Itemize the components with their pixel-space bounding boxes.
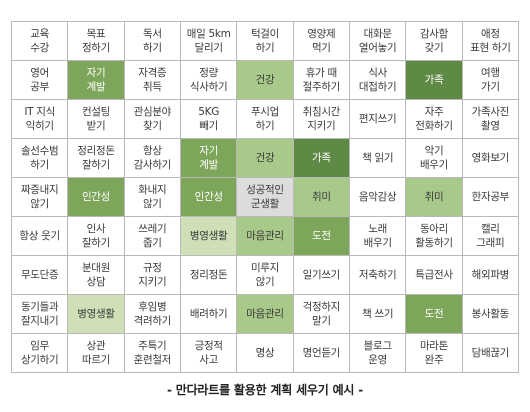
mandalart-cell: 분대원 상담 xyxy=(68,256,125,295)
mandalart-cell: 컨설팅 받기 xyxy=(68,100,125,139)
mandalart-cell: 항상 감사하기 xyxy=(124,139,181,178)
mandalart-cell: 동기들과 잘지내기 xyxy=(12,295,69,334)
mandalart-cell: 자기 계발 xyxy=(68,61,125,100)
mandalart-cell: 특급전사 xyxy=(406,256,463,295)
mandalart-cell: 가족 xyxy=(406,61,463,100)
mandalart-cell: IT 지식 익히기 xyxy=(12,100,69,139)
mandalart-cell: 명언듣기 xyxy=(293,334,350,373)
mandalart-cell: 정리정돈 xyxy=(180,256,238,295)
mandalart-cell: 규정 지키기 xyxy=(124,256,181,295)
mandalart-cell: 영어 공부 xyxy=(12,61,69,100)
mandalart-cell: 해외파병 xyxy=(462,256,519,295)
mandalart-cell: 노래 배우기 xyxy=(349,217,407,256)
mandalart-cell: 마음관리 xyxy=(237,217,294,256)
mandalart-cell: 봉사활동 xyxy=(462,295,519,334)
mandalart-cell: 목표 정하기 xyxy=(68,22,125,61)
mandalart-grid: 교육 수강 목표 정하기 독서 하기 매일 5km 달리기 턱걸이 하기 영양제 먹기 대화… xyxy=(11,21,519,373)
mandalart-cell: 후임병 격려하기 xyxy=(124,295,181,334)
mandalart-cell: 가족사진 촬영 xyxy=(462,100,519,139)
mandalart-cell: 담배끊기 xyxy=(462,334,519,373)
mandalart-cell: 정리정돈 잘하기 xyxy=(68,139,125,178)
mandalart-cell: 자기 계발 xyxy=(180,139,238,178)
mandalart-cell: 5KG 빼기 xyxy=(180,100,238,139)
mandalart-cell: 배려하기 xyxy=(180,295,238,334)
mandalart-cell: 걱정하지 말기 xyxy=(293,295,350,334)
mandalart-cell: 주특기 훈련철저 xyxy=(124,334,181,373)
mandalart-cell: 독서 하기 xyxy=(124,22,181,61)
mandalart-cell: 긍정적 사고 xyxy=(180,334,238,373)
mandalart-cell: 마라톤 완주 xyxy=(406,334,463,373)
mandalart-cell: 매일 5km 달리기 xyxy=(180,22,238,61)
mandalart-cell: 책 읽기 xyxy=(349,139,407,178)
mandalart-cell: 성공적인 군생활 xyxy=(237,178,294,217)
mandalart-cell: 관심분야 찾기 xyxy=(124,100,181,139)
mandalart-cell: 휴가 때 절주하기 xyxy=(293,61,350,100)
mandalart-cell: 병영생활 xyxy=(180,217,238,256)
mandalart-cell: 도전 xyxy=(293,217,350,256)
mandalart-cell: 미루지 않기 xyxy=(237,256,294,295)
mandalart-cell: 동아리 활동하기 xyxy=(406,217,463,256)
mandalart-cell: 영양제 먹기 xyxy=(293,22,350,61)
mandalart-cell: 책 쓰기 xyxy=(349,295,407,334)
mandalart-cell: 악기 배우기 xyxy=(406,139,463,178)
mandalart-cell: 정량 식사하기 xyxy=(180,61,238,100)
mandalart-cell: 일기쓰기 xyxy=(293,256,350,295)
mandalart-cell: 블로그 운영 xyxy=(349,334,407,373)
mandalart-cell: 한자공부 xyxy=(462,178,519,217)
mandalart-cell: 턱걸이 하기 xyxy=(237,22,294,61)
mandalart-cell: 편지쓰기 xyxy=(349,100,407,139)
mandalart-cell: 명상 xyxy=(237,334,294,373)
mandalart-cell: 식사 대접하기 xyxy=(349,61,407,100)
mandalart-cell: 영화보기 xyxy=(462,139,519,178)
mandalart-cell: 푸시업 하기 xyxy=(237,100,294,139)
mandalart-cell: 애정 표현 하기 xyxy=(462,22,519,61)
mandalart-cell: 인사 잘하기 xyxy=(68,217,125,256)
mandalart-cell: 임무 상기하기 xyxy=(12,334,69,373)
mandalart-cell: 인간성 xyxy=(68,178,125,217)
mandalart-cell: 마음관리 xyxy=(237,295,294,334)
mandalart-cell: 무도단증 xyxy=(12,256,69,295)
mandalart-cell: 짜증내지 않기 xyxy=(12,178,69,217)
mandalart-cell: 인간성 xyxy=(180,178,238,217)
mandalart-cell: 건강 xyxy=(237,139,294,178)
mandalart-cell: 저축하기 xyxy=(349,256,407,295)
mandalart-cell: 자격증 취득 xyxy=(124,61,181,100)
mandalart-cell: 교육 수강 xyxy=(12,22,69,61)
mandalart-cell: 자주 전화하기 xyxy=(406,100,463,139)
mandalart-cell: 화내지 않기 xyxy=(124,178,181,217)
mandalart-cell: 항상 웃기 xyxy=(12,217,69,256)
mandalart-cell: 취미 xyxy=(406,178,463,217)
mandalart-cell: 건강 xyxy=(237,61,294,100)
mandalart-cell: 감사함 갖기 xyxy=(406,22,463,61)
mandalart-cell: 캘리 그래피 xyxy=(462,217,519,256)
mandalart-cell: 도전 xyxy=(406,295,463,334)
mandalart-cell: 상관 따르기 xyxy=(68,334,125,373)
mandalart-cell: 음악감상 xyxy=(349,178,407,217)
mandalart-cell: 대화문 열어놓기 xyxy=(349,22,407,61)
mandalart-cell: 솔선수범 하기 xyxy=(12,139,69,178)
mandalart-cell: 병영생활 xyxy=(68,295,125,334)
mandalart-cell: 취미 xyxy=(293,178,350,217)
mandalart-cell: 여행 가기 xyxy=(462,61,519,100)
mandalart-cell: 가족 xyxy=(293,139,350,178)
caption: - 만다라트를 활용한 계획 세우기 예시 - xyxy=(166,383,364,397)
mandalart-cell: 취침시간 지키기 xyxy=(293,100,350,139)
mandalart-cell: 쓰레기 줍기 xyxy=(124,217,181,256)
